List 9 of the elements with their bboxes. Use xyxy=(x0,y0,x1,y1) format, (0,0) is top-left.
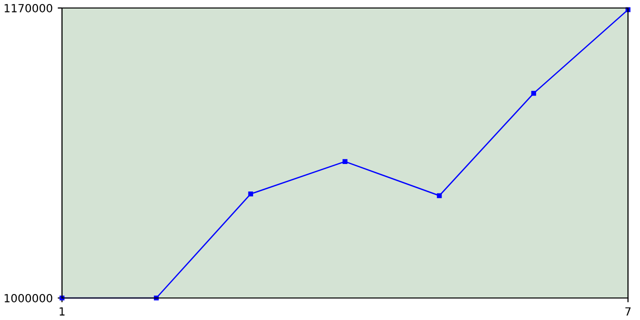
point xyxy=(342,159,348,164)
point xyxy=(248,192,254,196)
y-tick-label: 1170000 xyxy=(4,4,52,12)
y-tick-label: 1000000 xyxy=(4,294,52,302)
point xyxy=(531,90,536,96)
x-tick-label: 7 xyxy=(625,307,631,316)
point xyxy=(436,193,442,198)
point xyxy=(154,296,159,300)
x-tick-label: 1 xyxy=(60,307,65,316)
